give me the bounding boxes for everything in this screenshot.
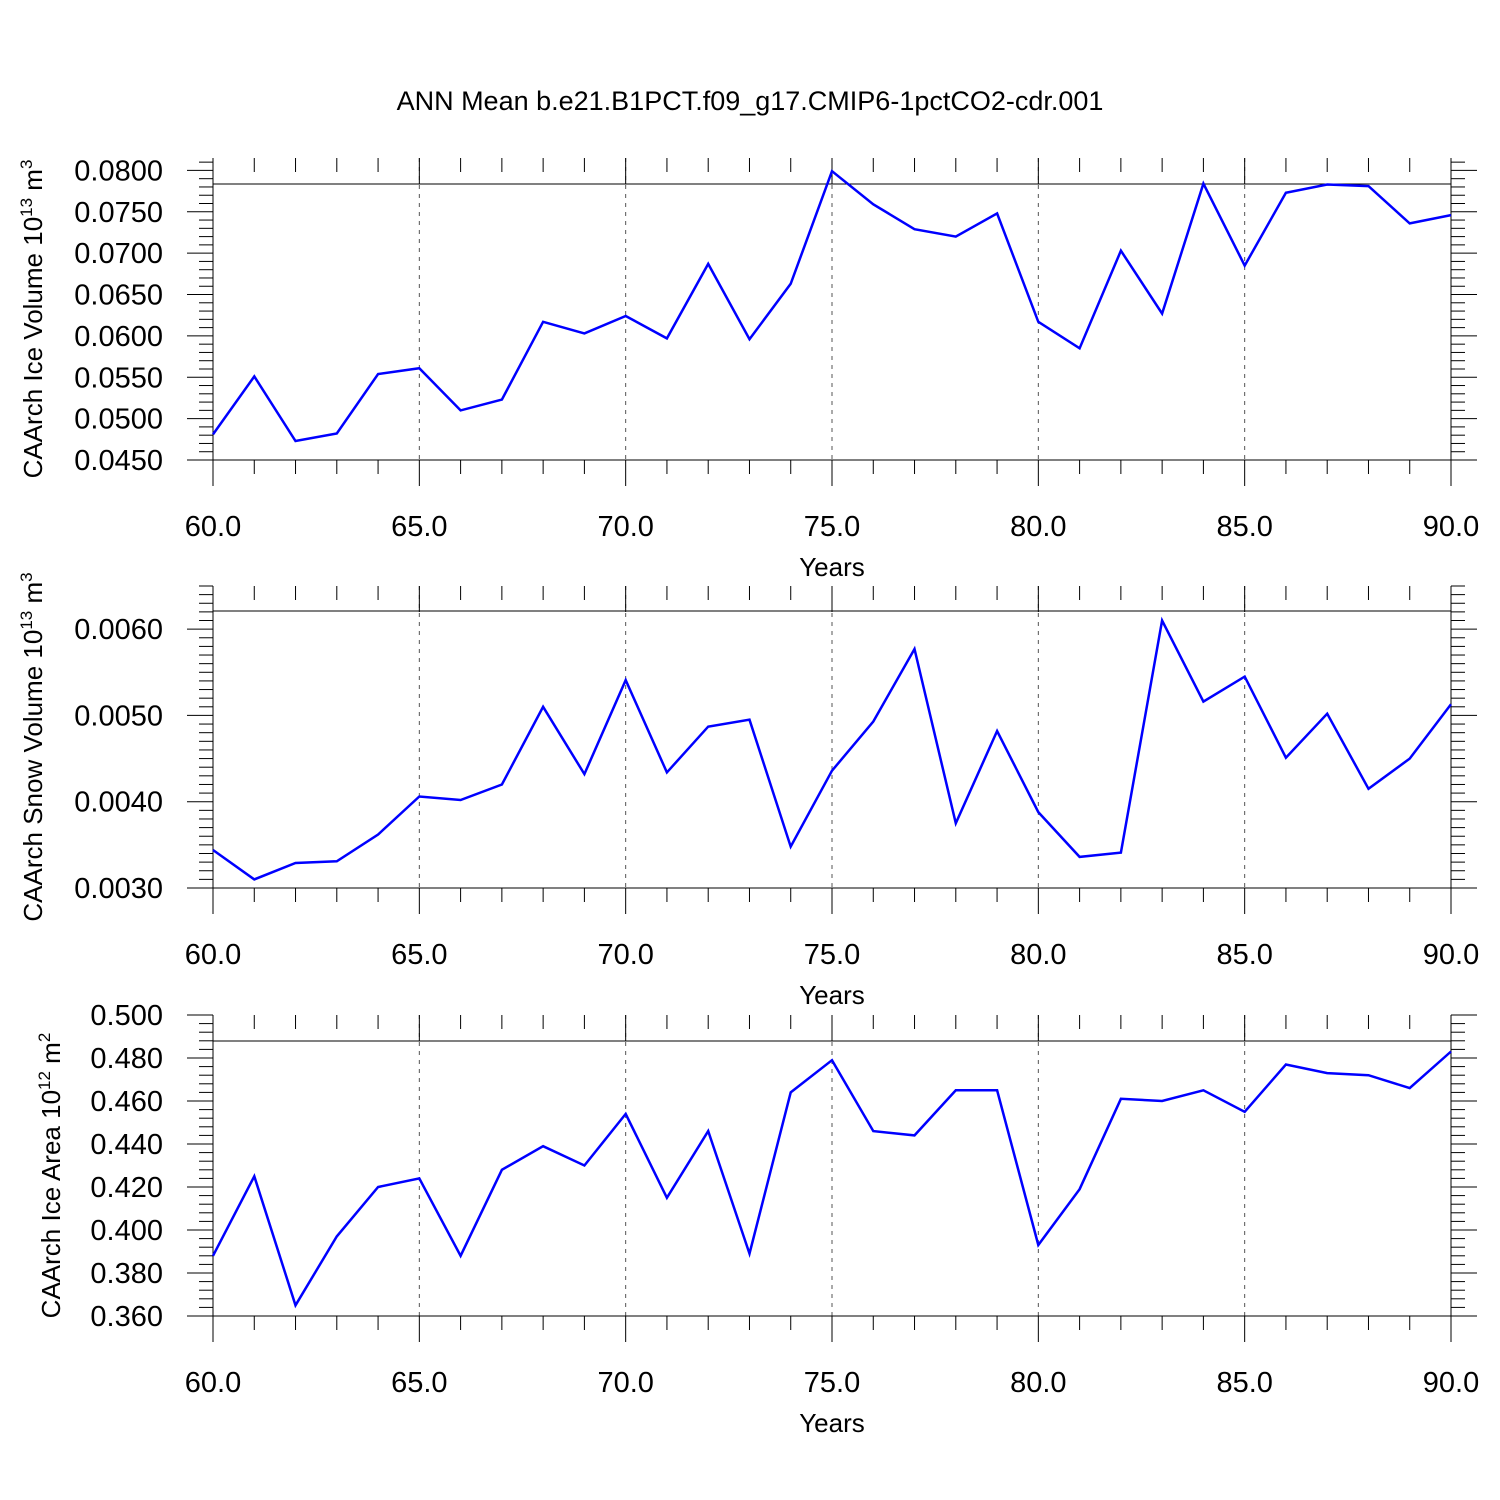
x-tick-label: 70.0 [597,511,653,543]
y-tick-label: 0.0040 [74,787,163,819]
y-axis-label: CAArch Ice Area 1012 m2 [35,1033,66,1319]
x-tick-label: 80.0 [1010,1367,1066,1399]
y-tick-label: 0.480 [90,1043,163,1075]
y-tick-label: 0.0650 [74,280,163,312]
y-tick-label: 0.0060 [74,614,163,646]
panel-ice-volume: 60.0 65.0 70.0 75.0 80.0 85.0 90.0 Years 0.0450 0… [17,155,1479,582]
x-tick-label: 85.0 [1216,939,1272,971]
x-axis-label: Years [799,980,865,1010]
y-tick-label: 0.0450 [74,445,163,477]
panel-snow-volume: 60.0 65.0 70.0 75.0 80.0 85.0 90.0 Years 0.0030 0… [17,572,1479,1010]
series-line [212,616,1452,881]
y-tick-label: 0.0800 [74,155,163,187]
x-tick-label: 90.0 [1423,1367,1479,1399]
x-tick-label: 75.0 [804,939,860,971]
y-tick-label: 0.0550 [74,362,163,394]
y-tick-label: 0.0600 [74,321,163,353]
y-tick-label: 0.440 [90,1129,163,1161]
x-tick-label: 90.0 [1423,939,1479,971]
series-line [211,1050,1452,1309]
x-tick-label: 90.0 [1423,511,1479,543]
x-tick-label: 75.0 [804,1367,860,1399]
x-axis-label: Years [799,1408,865,1438]
x-tick-label: 65.0 [391,939,447,971]
panel-ice-area: 60.0 65.0 70.0 75.0 80.0 85.0 90.0 Years 0.360 0.… [35,1000,1479,1438]
x-tick-label: 80.0 [1010,511,1066,543]
x-tick-label: 70.0 [597,939,653,971]
y-tick-label: 0.460 [90,1086,163,1118]
y-axis-label: CAArch Ice Volume 1013 m3 [17,160,48,479]
y-tick-label: 0.380 [90,1258,163,1290]
x-tick-label: 75.0 [804,511,860,543]
x-tick-label: 65.0 [391,511,447,543]
x-tick-label: 70.0 [597,1367,653,1399]
y-tick-label: 0.500 [90,1000,163,1032]
y-tick-label: 0.420 [90,1172,163,1204]
y-tick-label: 0.0030 [74,873,163,905]
x-tick-label: 85.0 [1216,511,1272,543]
x-tick-label: 60.0 [185,939,241,971]
y-tick-label: 0.400 [90,1215,163,1247]
series-line [211,169,1452,443]
y-tick-label: 0.0750 [74,197,163,229]
y-axis-label: CAArch Snow Volume 1013 m3 [17,572,48,921]
x-axis-label: Years [799,552,865,582]
x-tick-label: 85.0 [1216,1367,1272,1399]
y-tick-label: 0.0050 [74,700,163,732]
y-tick-label: 0.0700 [74,238,163,270]
x-tick-label: 80.0 [1010,939,1066,971]
y-tick-label: 0.360 [90,1301,163,1333]
y-tick-label: 0.0500 [74,404,163,436]
x-tick-label: 65.0 [391,1367,447,1399]
x-tick-label: 60.0 [185,1367,241,1399]
figure-title: ANN Mean b.e21.B1PCT.f09_g17.CMIP6-1pctC… [396,86,1104,116]
x-tick-label: 60.0 [185,511,241,543]
